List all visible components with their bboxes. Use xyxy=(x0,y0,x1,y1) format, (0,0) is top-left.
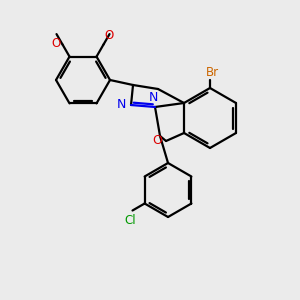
Text: O: O xyxy=(51,37,61,50)
Text: O: O xyxy=(104,29,114,43)
Text: N: N xyxy=(148,91,158,104)
Text: Br: Br xyxy=(206,66,219,79)
Text: N: N xyxy=(117,98,126,110)
Text: Cl: Cl xyxy=(125,214,136,227)
Text: O: O xyxy=(152,134,162,148)
